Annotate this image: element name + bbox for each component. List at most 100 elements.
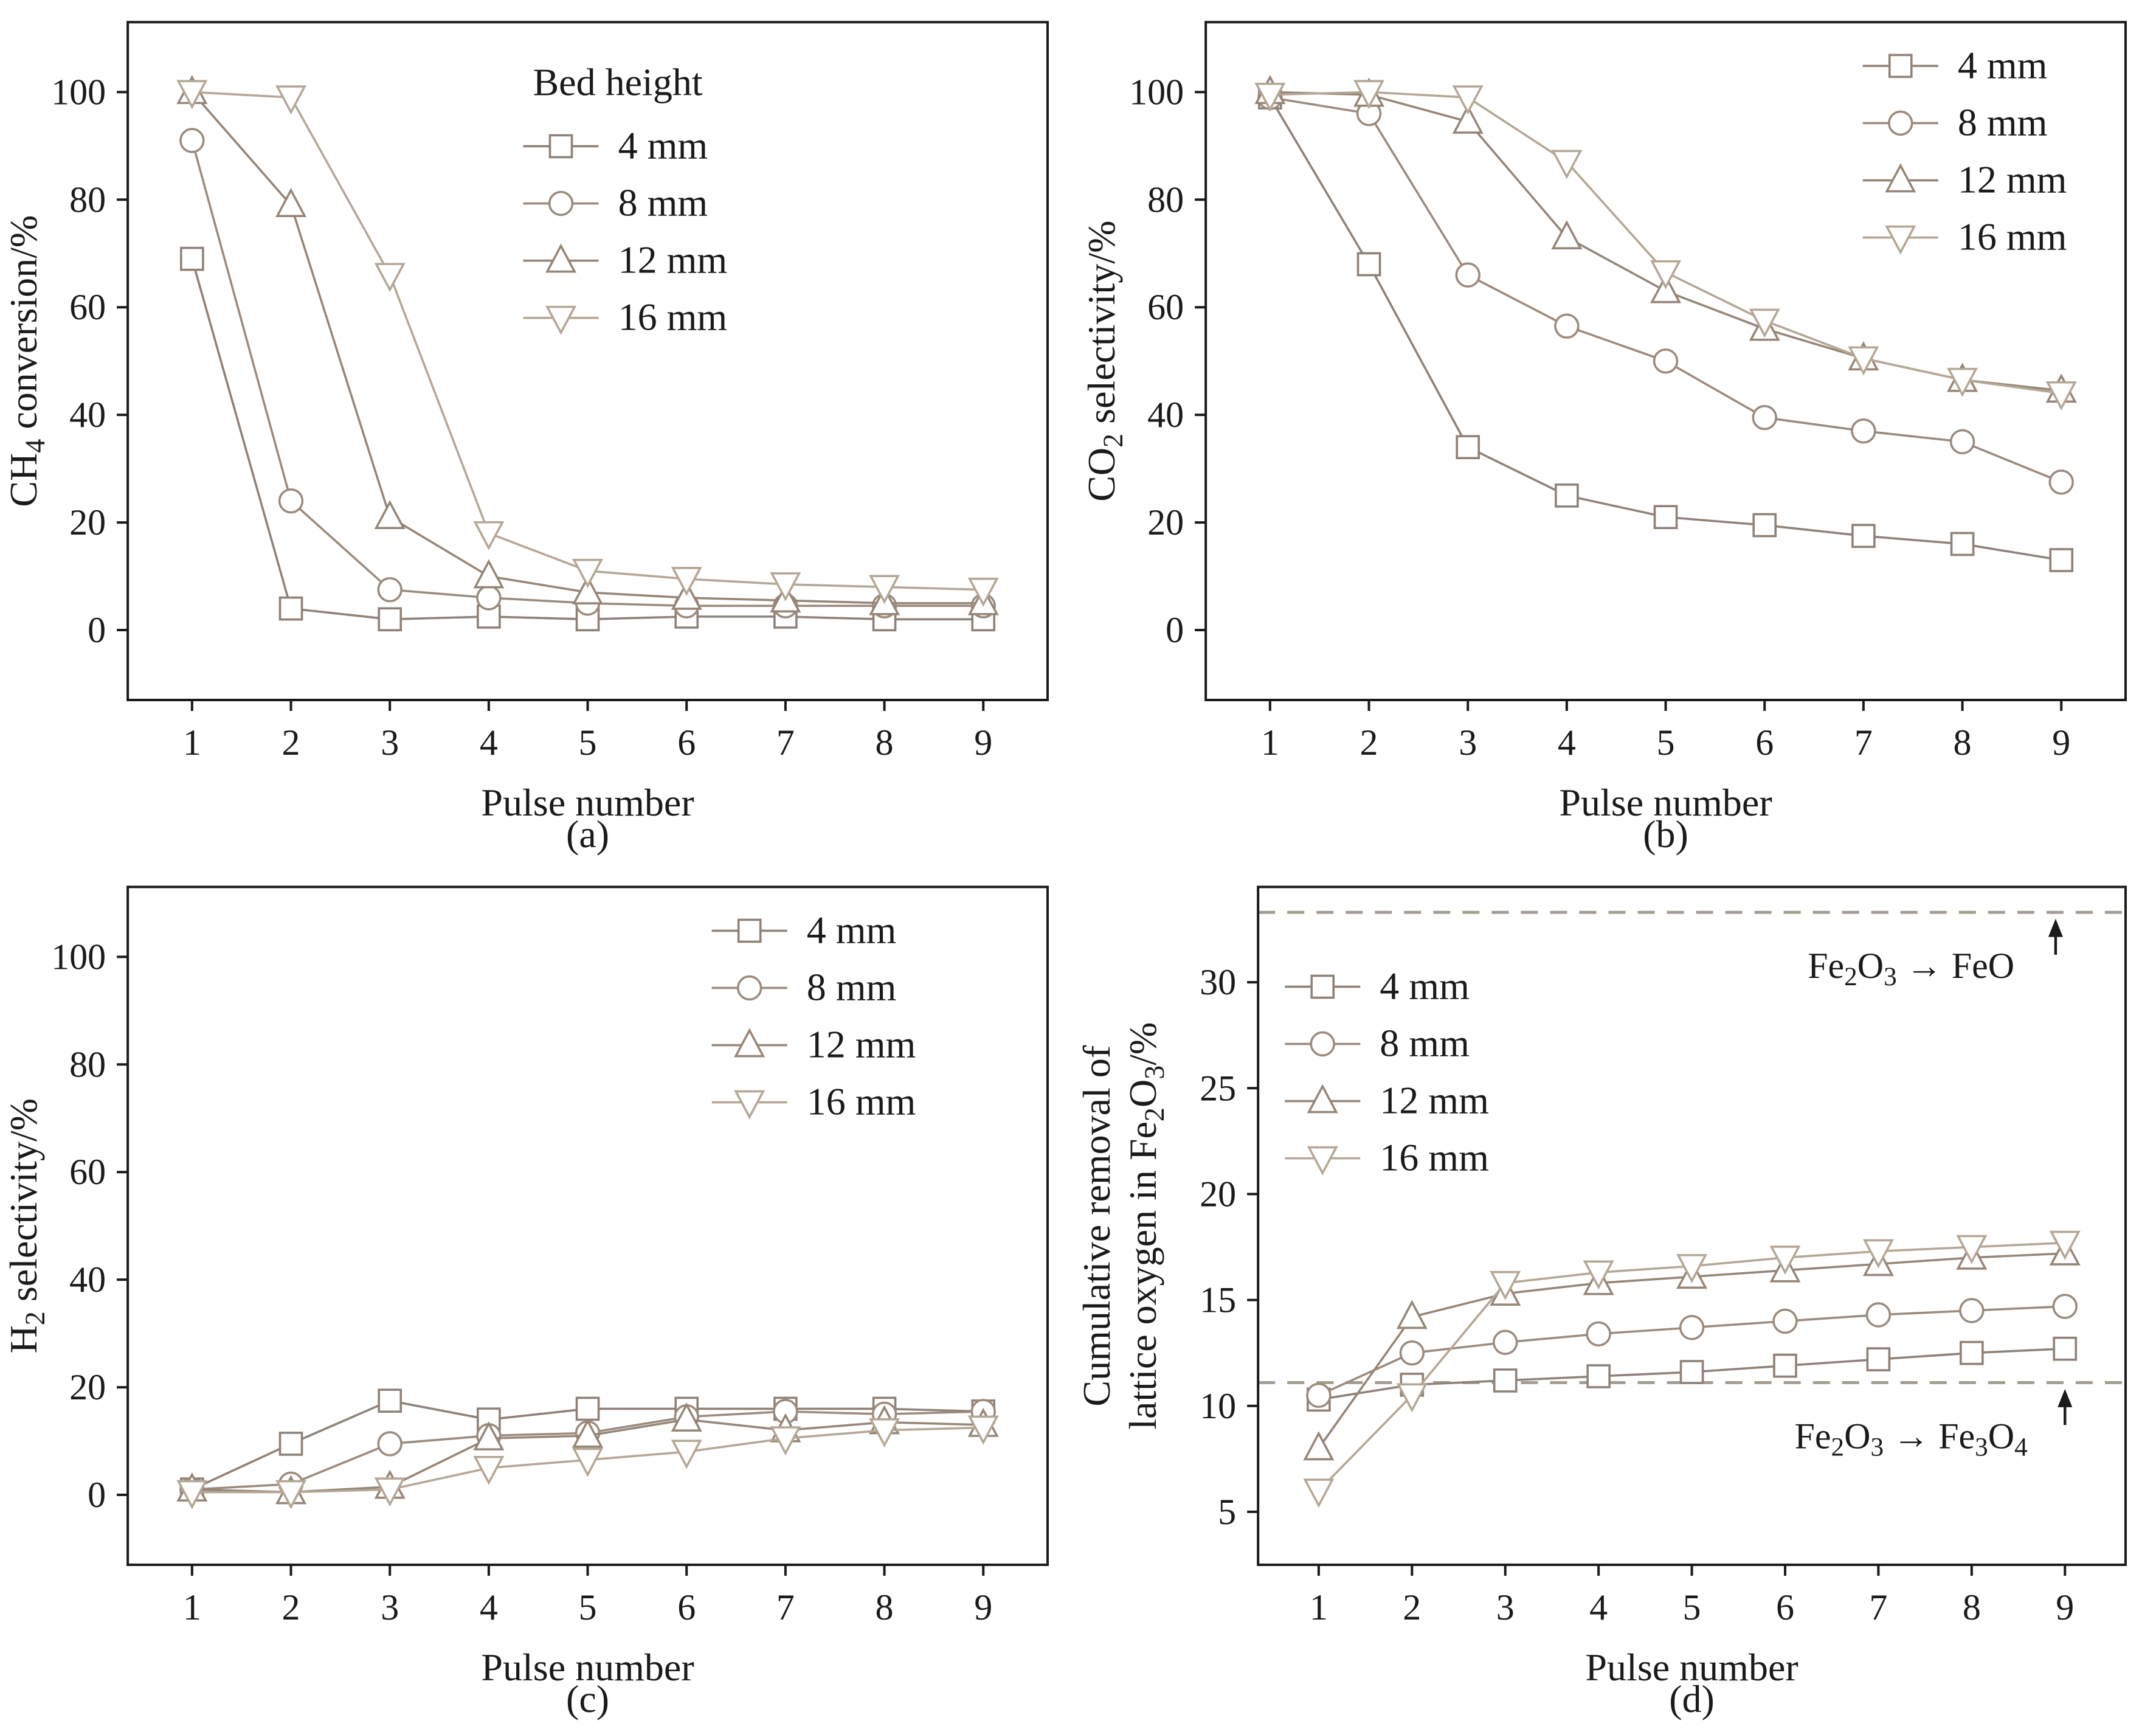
annotation: Fe2O3 → FeO [1808,918,2063,991]
svg-text:3: 3 [1459,722,1477,763]
series-16mm [1303,1230,2081,1508]
y-axis: 0 20 40 60 80 100 [51,937,128,1515]
legend: 4 mm 8 mm 12 mm 16 mm [1285,964,1489,1179]
legend-entry-label: 12 mm [807,1022,916,1065]
panel-d-chart: 1 2 3 4 5 6 7 8 9 5 10 15 20 25 30 Pulse number Cumulati… [1078,885,2127,1720]
panel-c-chart: 1 2 3 4 5 6 7 8 9 0 20 40 60 80 100 Pulse number H2 sele… [2,885,1049,1720]
series-16mm [176,80,999,607]
svg-text:4: 4 [1558,722,1576,763]
svg-text:30: 30 [1200,962,1236,1002]
legend-entry-label: 16 mm [618,296,728,339]
svg-text:7: 7 [776,722,795,763]
y-axis: 0 20 40 60 80 100 [1129,72,1206,650]
svg-text:0: 0 [88,1475,106,1515]
svg-text:10: 10 [1200,1385,1236,1426]
legend-entry-label: 8 mm [1380,1021,1470,1064]
legend-entry-label: 4 mm [1380,964,1470,1007]
legend-entry-label: 16 mm [1380,1135,1489,1179]
svg-text:5: 5 [1657,722,1675,763]
panel-d: 1 2 3 4 5 6 7 8 9 5 10 15 20 25 30 Pulse number Cumulati… [1078,865,2156,1729]
legend-entry-label: 4 mm [618,123,708,167]
legend: Bed height 4 mm 8 mm 12 mm 16 mm [523,60,728,339]
svg-text:15: 15 [1200,1280,1236,1320]
svg-text:8: 8 [876,722,894,763]
svg-text:9: 9 [974,1587,992,1627]
y-axis-label: CH4 conversion/% [2,215,50,507]
y-axis: 0 20 40 60 80 100 [51,72,128,650]
svg-text:9: 9 [974,722,992,763]
series-8mm [1306,1293,2078,1408]
series-4mm [1258,85,2074,572]
panel-c: 1 2 3 4 5 6 7 8 9 0 20 40 60 80 100 Pulse number H2 sele… [0,865,1078,1729]
svg-text:8: 8 [1954,722,1972,763]
panel-a: 1 2 3 4 5 6 7 8 9 0 20 40 60 80 100 Pulse number CH4 con… [0,0,1078,865]
svg-text:3: 3 [381,1587,399,1627]
svg-text:60: 60 [69,1152,106,1192]
legend-entry-label: 4 mm [1958,43,2048,86]
svg-text:60: 60 [1147,287,1184,327]
svg-text:6: 6 [677,722,696,763]
svg-text:7: 7 [1854,722,1873,763]
svg-text:3: 3 [381,722,399,763]
legend: 4 mm 8 mm 12 mm 16 mm [711,908,916,1123]
y-axis-label: H2 selectivity/% [2,1098,50,1353]
svg-text:2: 2 [1360,722,1378,763]
x-axis: 1 2 3 4 5 6 7 8 9 [1310,1564,2074,1627]
svg-text:9: 9 [2056,1587,2074,1627]
svg-text:20: 20 [69,1367,106,1407]
legend-entry-label: 12 mm [1380,1078,1489,1121]
svg-text:4: 4 [480,1587,498,1627]
svg-text:5: 5 [1218,1491,1236,1531]
legend-entry-label: 16 mm [807,1079,916,1123]
series-8mm [179,128,996,618]
svg-text:80: 80 [69,1044,106,1084]
svg-text:6: 6 [1755,722,1774,763]
legend-entry-label: 8 mm [807,965,897,1008]
x-axis: 1 2 3 4 5 6 7 8 9 [183,1564,992,1627]
panel-tag: (d) [1669,1677,1715,1720]
svg-text:100: 100 [51,937,106,977]
svg-text:40: 40 [69,1260,106,1300]
panel-b-chart: 1 2 3 4 5 6 7 8 9 0 20 40 60 80 100 Pulse number CO2 sel… [1080,21,2127,856]
svg-text:20: 20 [1147,502,1184,542]
svg-text:6: 6 [677,1587,696,1627]
legend-entry-label: 8 mm [1958,100,2048,144]
svg-text:2: 2 [1403,1587,1421,1627]
x-axis: 1 2 3 4 5 6 7 8 9 [1261,699,2070,763]
svg-text:40: 40 [1147,395,1184,435]
panel-b: 1 2 3 4 5 6 7 8 9 0 20 40 60 80 100 Pulse number CO2 sel… [1078,0,2156,865]
panel-a-chart: 1 2 3 4 5 6 7 8 9 0 20 40 60 80 100 Pulse number CH4 con… [2,21,1049,856]
series-12mm [176,75,999,615]
y-axis: 5 10 15 20 25 30 [1200,962,1259,1531]
x-axis-label: Pulse number [481,1646,694,1689]
legend-entry-label: 8 mm [618,181,708,224]
legend-entry-label: 12 mm [1958,158,2067,201]
svg-text:2: 2 [282,722,300,763]
svg-text:20: 20 [69,502,106,542]
svg-text:8: 8 [1963,1587,1981,1627]
svg-text:7: 7 [776,1587,795,1627]
svg-text:40: 40 [69,395,106,435]
svg-text:2: 2 [282,1587,300,1627]
svg-text:1: 1 [1261,722,1279,763]
legend: 4 mm 8 mm 12 mm 16 mm [1862,43,2067,258]
svg-text:4: 4 [1589,1587,1608,1627]
svg-text:1: 1 [1310,1587,1328,1627]
svg-text:20: 20 [1200,1174,1236,1214]
svg-text:6: 6 [1776,1587,1794,1627]
svg-text:80: 80 [1147,179,1184,220]
svg-text:1: 1 [183,722,201,763]
svg-text:5: 5 [1683,1587,1701,1627]
svg-text:100: 100 [51,72,106,112]
annotation: Fe2O3 → Fe3O4 [1795,1388,2073,1461]
panel-tag: (b) [1643,813,1688,856]
svg-text:60: 60 [69,287,106,327]
svg-text:5: 5 [579,722,597,763]
svg-text:5: 5 [579,1587,597,1627]
y-axis-label: lattice oxygen in Fe2O3/% [1121,1022,1170,1429]
svg-text:7: 7 [1869,1587,1887,1627]
legend-entry-label: 16 mm [1958,215,2067,258]
legend-entry-label: 12 mm [618,238,728,282]
y-axis-label: Cumulative removal of [1078,1045,1118,1406]
